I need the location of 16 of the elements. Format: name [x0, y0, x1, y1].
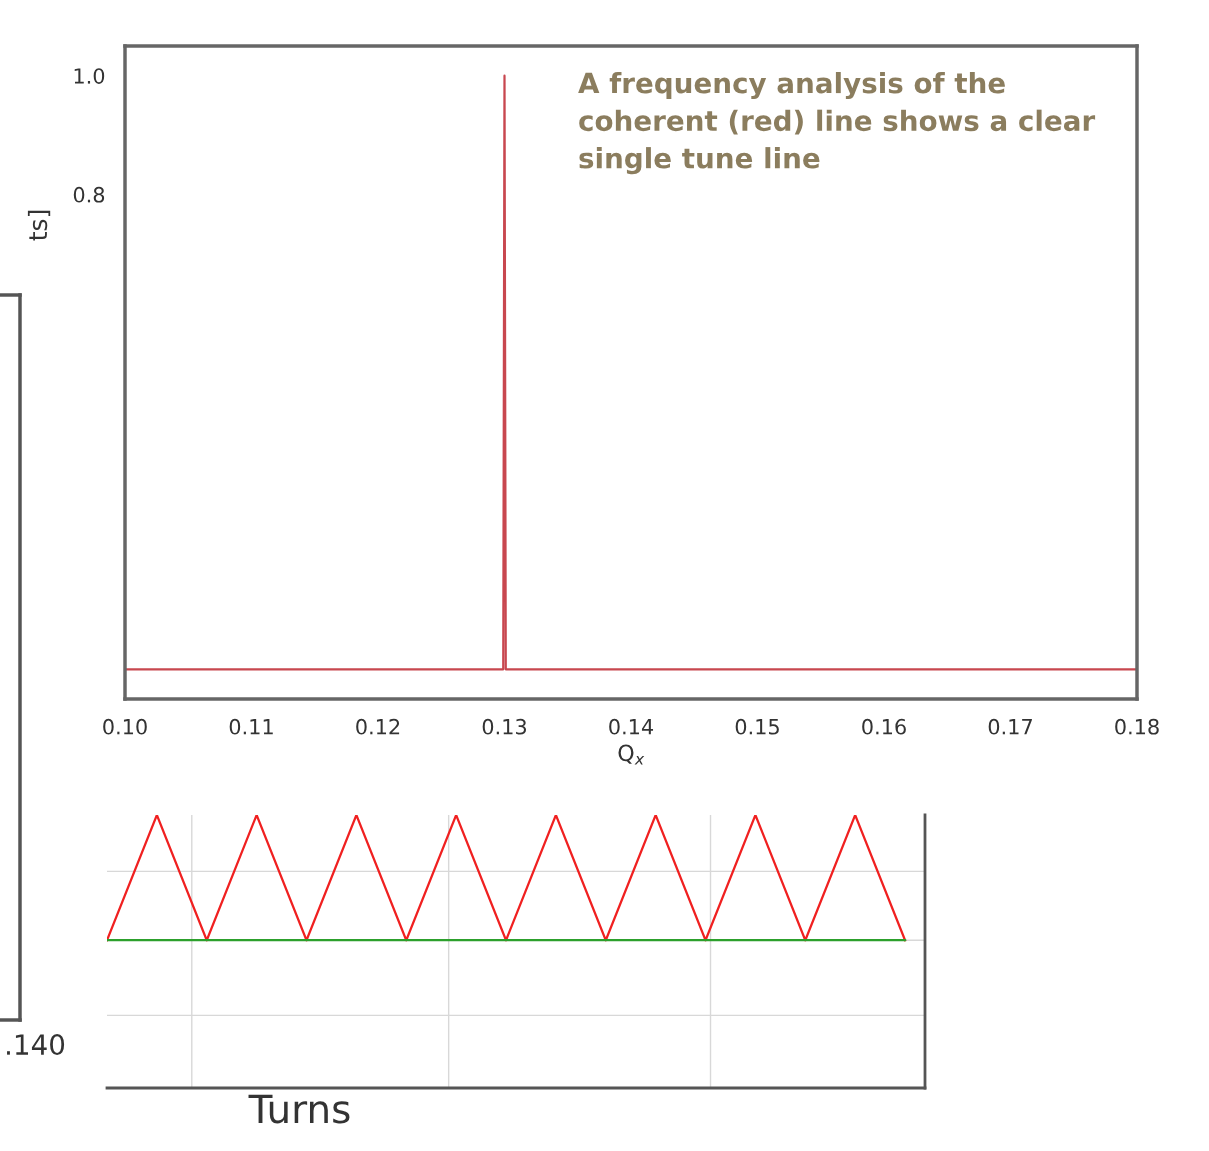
x-tick-label: 0.16 — [862, 718, 906, 735]
x-tick-label: 0.17 — [988, 718, 1032, 735]
x-tick-label: 0.13 — [482, 718, 527, 735]
text: .140 — [7, 1034, 65, 1056]
text: ts] — [27, 210, 51, 241]
x-tick-label: 0.10 — [103, 718, 147, 735]
x-axis-title: Q$_{x}$ — [618, 744, 645, 765]
x-axis-title: Turns — [248, 1094, 350, 1124]
x-tick-label: 0.15 — [735, 718, 779, 735]
annotation: A frequency analysis of the coherent (red) line shows a clear single tune line — [578, 72, 1096, 175]
x-tick-label: 0.11 — [229, 718, 273, 735]
y-tick-label: 1.0 — [74, 68, 105, 84]
x-tick-label: 0.14 — [609, 718, 654, 735]
x-tick-label: 0.18 — [1115, 718, 1159, 735]
x-tick-label: 0.12 — [356, 718, 400, 735]
y-tick-label: 0.8 — [73, 186, 105, 203]
